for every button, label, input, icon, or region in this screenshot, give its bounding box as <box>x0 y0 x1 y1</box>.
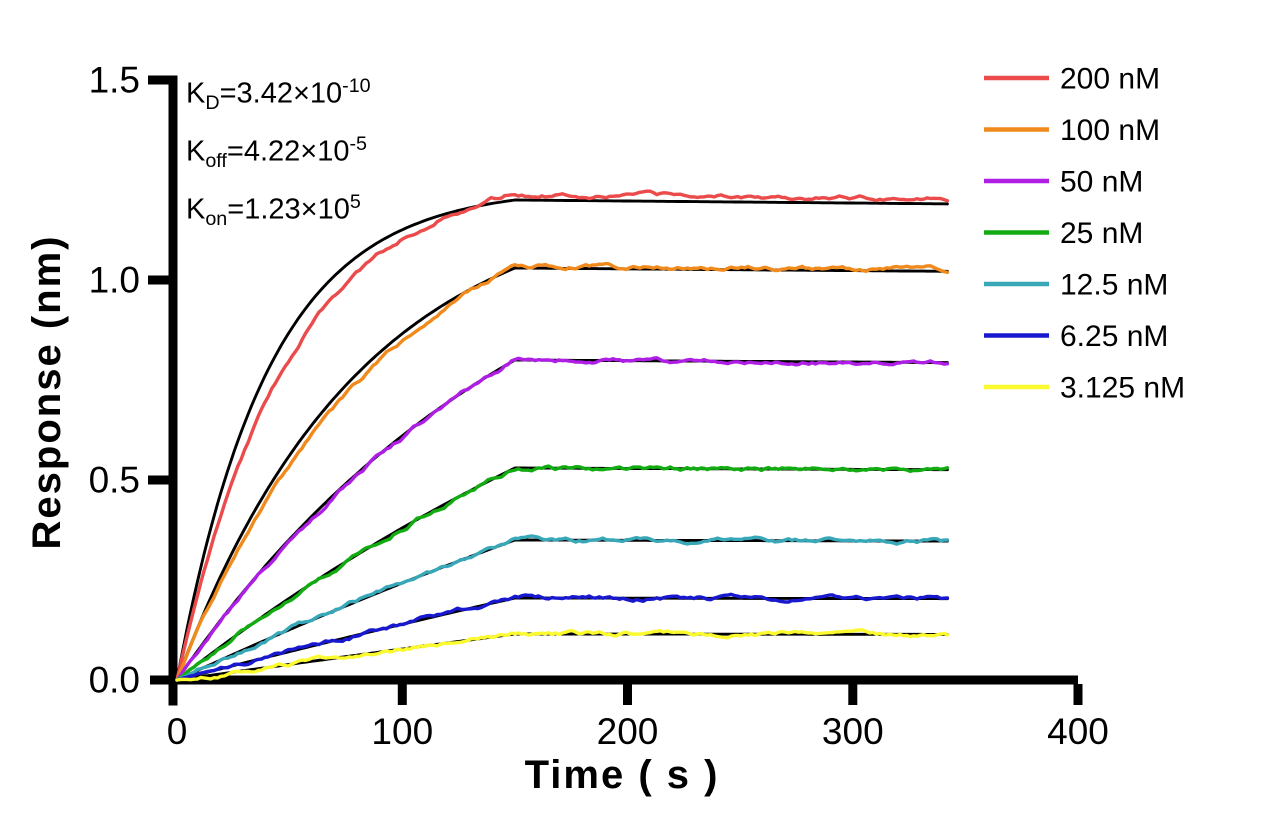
data-curve-6.25nM <box>175 592 950 682</box>
fit-curve-200nM <box>175 198 949 682</box>
kinetics-constant-line: Kon=1.23×105 <box>186 182 371 240</box>
x-tick-mark <box>848 684 858 705</box>
constant-value: =4.22×10 <box>226 135 350 168</box>
legend: 200 nM 100 nM 50 nM 25 nM 12.5 nM 6.25 nM 3.12… <box>984 63 1185 405</box>
legend-label: 25 nM <box>1060 217 1143 250</box>
constant-symbol: K <box>186 135 206 168</box>
x-tick-label: 300 <box>822 711 884 752</box>
constant-value: =1.23×10 <box>227 193 350 226</box>
axes <box>150 75 1078 706</box>
y-tick-label: 0.5 <box>89 460 140 501</box>
y-tick-mark <box>148 75 169 85</box>
data-curve-25nM <box>175 464 950 682</box>
fit-curve-100nM <box>175 266 949 682</box>
y-tick-mark <box>148 475 169 485</box>
x-tick-label: 200 <box>597 711 659 752</box>
constant-exponent: -5 <box>349 132 368 155</box>
legend-label: 3.125 nM <box>1060 372 1185 405</box>
constant-symbol: K <box>186 77 206 110</box>
constant-subscript: on <box>205 207 228 230</box>
x-tick-label: 0 <box>167 711 188 752</box>
legend-label: 50 nM <box>1060 166 1143 199</box>
x-tick-mark <box>623 684 632 705</box>
x-tick-mark <box>397 684 407 705</box>
fit-curve-3.125nM <box>175 632 949 682</box>
data-curve-50nM <box>175 356 950 682</box>
constant-value: =3.42×10 <box>219 77 343 110</box>
legend-label: 100 nM <box>1060 114 1160 147</box>
legend-label: 6.25 nM <box>1060 320 1168 353</box>
fit-curve-6.25nM <box>175 596 949 682</box>
y-tick-label: 1.0 <box>89 260 140 301</box>
legend-label: 12.5 nM <box>1060 269 1168 302</box>
y-axis-line <box>168 75 178 706</box>
fit-curve-12.5nM <box>175 538 949 682</box>
y-tick-label: 0.0 <box>89 660 140 701</box>
curves <box>175 189 950 682</box>
y-tick-label: 1.5 <box>89 60 140 101</box>
x-tick-mark <box>1073 684 1083 705</box>
constant-exponent: -10 <box>342 75 371 97</box>
x-tick-label: 100 <box>371 711 433 752</box>
x-tick-label: 400 <box>1047 711 1109 752</box>
x-axis-line <box>150 675 1078 685</box>
data-curve-12.5nM <box>175 534 950 682</box>
constant-subscript: off <box>205 149 227 172</box>
axis-ticks: 0.0 0.5 1.0 1.5 0 100 200 300 400 <box>89 60 1109 753</box>
constant-exponent: 5 <box>349 190 361 213</box>
kinetics-constants: KD=3.42×10-10 Koff=4.22×10-5 Kon=1.23×105 <box>186 66 371 239</box>
constant-symbol: K <box>186 193 206 226</box>
data-curve-200nM <box>175 189 950 682</box>
constant-subscript: D <box>205 91 220 114</box>
kinetics-constant-line: Koff=4.22×10-5 <box>186 124 371 182</box>
legend-label: 200 nM <box>1060 63 1160 96</box>
data-curve-100nM <box>175 261 950 682</box>
y-tick-mark <box>148 275 169 285</box>
kinetics-constant-line: KD=3.42×10-10 <box>186 66 371 124</box>
data-curve-3.125nM <box>175 628 950 682</box>
x-axis-title: Time ( s ) <box>525 753 720 797</box>
y-axis-title: Response (nm) <box>25 235 69 550</box>
